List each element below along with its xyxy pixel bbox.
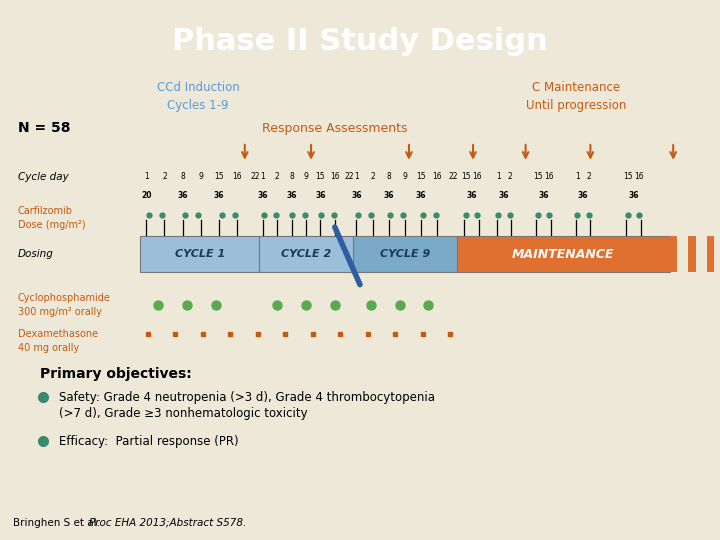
FancyBboxPatch shape [707,237,714,272]
FancyBboxPatch shape [457,237,670,272]
FancyBboxPatch shape [698,237,705,272]
Text: Dexamethasone
40 mg orally: Dexamethasone 40 mg orally [18,329,98,353]
Text: 20: 20 [141,191,151,200]
Text: CYCLE 1: CYCLE 1 [175,249,225,259]
Text: 2: 2 [508,172,512,181]
Text: 36: 36 [258,191,268,200]
Text: Cyclophosphamide
300 mg/m² orally: Cyclophosphamide 300 mg/m² orally [18,293,111,318]
Text: C Maintenance
Until progression: C Maintenance Until progression [526,80,626,112]
Text: Cycle day: Cycle day [18,172,68,181]
Text: 1: 1 [575,172,580,181]
Text: MAINTENANCE: MAINTENANCE [512,248,615,261]
Text: 15: 15 [623,172,633,181]
Text: 16: 16 [233,172,242,181]
Text: 36: 36 [177,191,188,200]
Text: CYCLE 2: CYCLE 2 [281,249,331,259]
Text: 2: 2 [162,172,167,181]
Text: 36: 36 [315,191,325,200]
Text: Phase II Study Design: Phase II Study Design [172,27,548,56]
FancyBboxPatch shape [140,237,259,272]
Text: 9: 9 [199,172,203,181]
Text: 36: 36 [214,191,225,200]
Text: (>7 d), Grade ≥3 nonhematologic toxicity: (>7 d), Grade ≥3 nonhematologic toxicity [59,407,307,420]
Text: 22: 22 [251,172,261,181]
Text: 36: 36 [578,191,588,200]
FancyBboxPatch shape [670,237,677,272]
Text: 8: 8 [387,172,391,181]
Text: Primary objectives:: Primary objectives: [40,367,192,381]
Text: 1: 1 [261,172,265,181]
Text: 16: 16 [544,172,554,181]
Text: 16: 16 [330,172,340,181]
Text: 22: 22 [344,172,354,181]
Text: Response Assessments: Response Assessments [262,122,408,134]
Text: 2: 2 [370,172,375,181]
Text: Dosing: Dosing [18,249,54,259]
Text: N = 58: N = 58 [18,121,71,135]
FancyBboxPatch shape [259,237,353,272]
Text: 16: 16 [634,172,644,181]
Text: 2: 2 [587,172,591,181]
Text: 36: 36 [499,191,509,200]
Text: 36: 36 [467,191,477,200]
FancyBboxPatch shape [353,237,457,272]
Text: 15: 15 [461,172,471,181]
Text: 2: 2 [275,172,279,181]
FancyBboxPatch shape [688,237,696,272]
Text: 36: 36 [629,191,639,200]
Text: Bringhen S et al.: Bringhen S et al. [13,517,103,528]
Text: Carfilzomib
Dose (mg/m²): Carfilzomib Dose (mg/m²) [18,206,86,230]
Text: 15: 15 [315,172,325,181]
Text: CCd Induction
Cycles 1-9: CCd Induction Cycles 1-9 [157,80,239,112]
Text: 16: 16 [472,172,482,181]
Text: 36: 36 [539,191,549,200]
Text: 1: 1 [144,172,148,181]
Text: 8: 8 [289,172,294,181]
Text: 36: 36 [384,191,394,200]
Text: 16: 16 [433,172,442,181]
Text: 36: 36 [287,191,297,200]
Text: 36: 36 [351,191,361,200]
Text: Proc EHA 2013;Abstract S578.: Proc EHA 2013;Abstract S578. [89,517,246,528]
Text: Safety: Grade 4 neutropenia (>3 d), Grade 4 thrombocytopenia: Safety: Grade 4 neutropenia (>3 d), Grad… [59,391,435,404]
FancyBboxPatch shape [679,237,686,272]
Text: 15: 15 [416,172,426,181]
Text: 15: 15 [215,172,224,181]
Text: 22: 22 [449,172,459,181]
Text: 1: 1 [354,172,359,181]
Text: 36: 36 [416,191,426,200]
Text: 1: 1 [496,172,500,181]
Text: 9: 9 [304,172,308,181]
Text: 15: 15 [533,172,543,181]
Text: Efficacy:  Partial response (PR): Efficacy: Partial response (PR) [59,435,238,448]
Text: 9: 9 [402,172,408,181]
Text: CYCLE 9: CYCLE 9 [380,249,430,259]
Text: 8: 8 [180,172,185,181]
